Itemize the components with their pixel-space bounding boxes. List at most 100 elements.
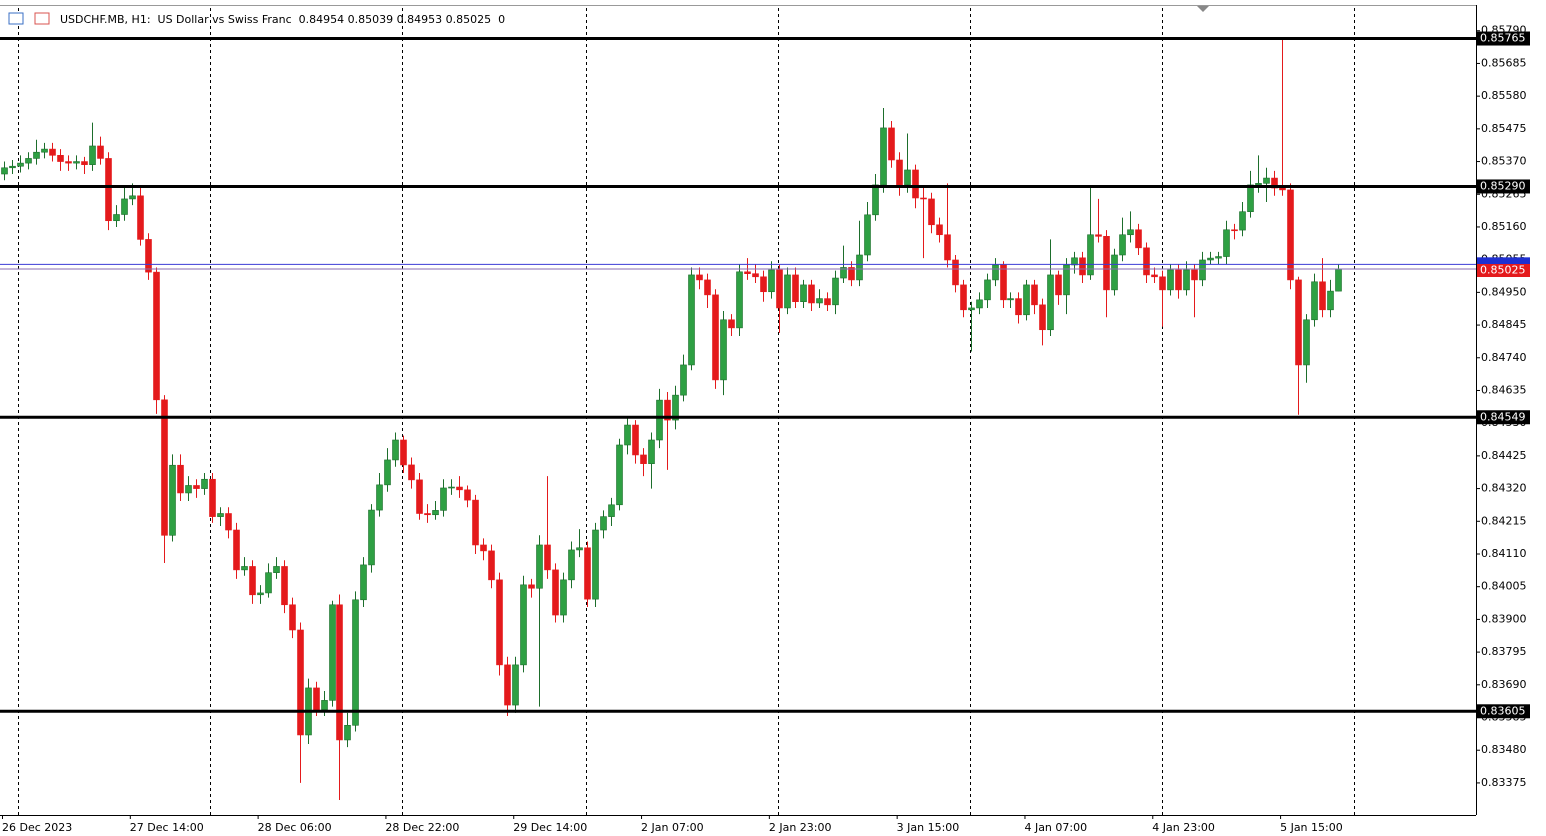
y-tick-label: 0.85370: [1481, 155, 1527, 168]
candle-body: [552, 569, 559, 616]
candle-body: [736, 271, 743, 329]
candle-body: [1215, 256, 1222, 259]
candle-body: [776, 269, 783, 309]
icon: [8, 12, 24, 25]
candle-body: [1327, 290, 1334, 311]
candle-body: [1111, 254, 1118, 291]
candle-body: [600, 516, 607, 531]
candle-body: [672, 394, 679, 421]
candle-body: [632, 424, 639, 456]
y-tick-label: 0.83690: [1481, 678, 1527, 691]
candle-body: [456, 486, 463, 491]
candle-body: [1, 167, 8, 175]
candle-body: [712, 294, 719, 381]
y-tick-label: 0.83480: [1481, 743, 1527, 756]
x-tick-label: 29 Dec 14:00: [513, 821, 587, 834]
candle-body: [1167, 269, 1174, 291]
candle-body: [241, 566, 248, 571]
candle-body: [848, 267, 855, 281]
candle-body: [145, 239, 152, 273]
candle-body: [624, 424, 631, 446]
y-tick-label: 0.85580: [1481, 89, 1527, 102]
candle-body: [824, 298, 831, 306]
candle-body: [592, 529, 599, 600]
y-tick-label: 0.84950: [1481, 285, 1527, 298]
candle-body: [1255, 183, 1262, 186]
level-label-box: [1477, 704, 1530, 719]
y-tick-label: 0.84845: [1481, 318, 1527, 331]
candle-body: [1239, 211, 1246, 231]
candle-body: [1103, 236, 1110, 291]
candle-body: [960, 284, 967, 311]
candle-body: [65, 161, 72, 164]
candle-body: [576, 547, 583, 551]
candle-body: [464, 489, 471, 501]
candle-body: [17, 162, 24, 167]
candle-body: [137, 195, 144, 240]
candle-body: [1223, 229, 1230, 257]
candle-body: [1095, 234, 1102, 237]
candle-body: [408, 464, 415, 481]
candle-body: [273, 566, 280, 573]
candle-body: [864, 214, 871, 256]
candle-body: [201, 478, 208, 489]
candle-body: [360, 564, 367, 601]
candle-body: [528, 584, 535, 589]
y-tick-label: 0.84005: [1481, 580, 1527, 593]
candle-body: [1079, 257, 1086, 276]
candle-body: [840, 267, 847, 279]
candle-body: [496, 579, 503, 666]
y-tick-label: 0.84635: [1481, 383, 1527, 396]
candle-body: [1023, 284, 1030, 316]
candle-body: [872, 184, 879, 216]
candle-body: [1175, 269, 1182, 291]
candle-body: [376, 484, 383, 511]
candle-body: [177, 464, 184, 494]
candle-body: [808, 284, 815, 304]
period-separators: [18, 8, 1355, 815]
candle-body: [9, 165, 16, 169]
y-tick-label: 0.85685: [1481, 56, 1527, 69]
candle-body: [792, 274, 799, 303]
candle-body: [321, 700, 328, 711]
candle-body: [89, 145, 96, 165]
candle-body: [1287, 189, 1294, 281]
candle-body: [352, 599, 359, 726]
candle-body: [1015, 298, 1022, 316]
candle-body: [257, 592, 264, 596]
candle-body: [888, 127, 895, 161]
candle-body: [392, 439, 399, 461]
candle-body: [1183, 269, 1190, 291]
candle-body: [944, 234, 951, 261]
candle-body: [424, 513, 431, 516]
candle-body: [432, 510, 439, 516]
candle-body: [217, 513, 224, 517]
candle-body: [1191, 269, 1198, 281]
candle-body: [880, 127, 887, 186]
candle-body: [169, 464, 176, 536]
candle-body: [1263, 177, 1270, 184]
candle-body: [73, 161, 80, 164]
candle-body: [536, 544, 543, 589]
bid-label: 0.85025: [1480, 264, 1526, 277]
candle-body: [368, 509, 375, 566]
candle-body: [1303, 319, 1310, 366]
candle-body: [904, 169, 911, 186]
candle-body: [25, 158, 32, 164]
candle-body: [81, 161, 88, 165]
candle-body: [856, 254, 863, 281]
level-label-box: [1477, 410, 1530, 425]
candle-body: [648, 439, 655, 464]
candle-body: [784, 274, 791, 309]
candle-body: [289, 604, 296, 631]
x-tick-label: 28 Dec 22:00: [385, 821, 459, 834]
level-label: 0.85290: [1480, 179, 1526, 192]
candle-body: [1127, 229, 1134, 236]
candle-body: [920, 197, 927, 200]
candle-body: [1319, 281, 1326, 311]
candle-body: [1135, 229, 1142, 249]
candle-body: [608, 504, 615, 517]
candle-body: [336, 604, 343, 741]
candle-body: [1055, 274, 1062, 296]
